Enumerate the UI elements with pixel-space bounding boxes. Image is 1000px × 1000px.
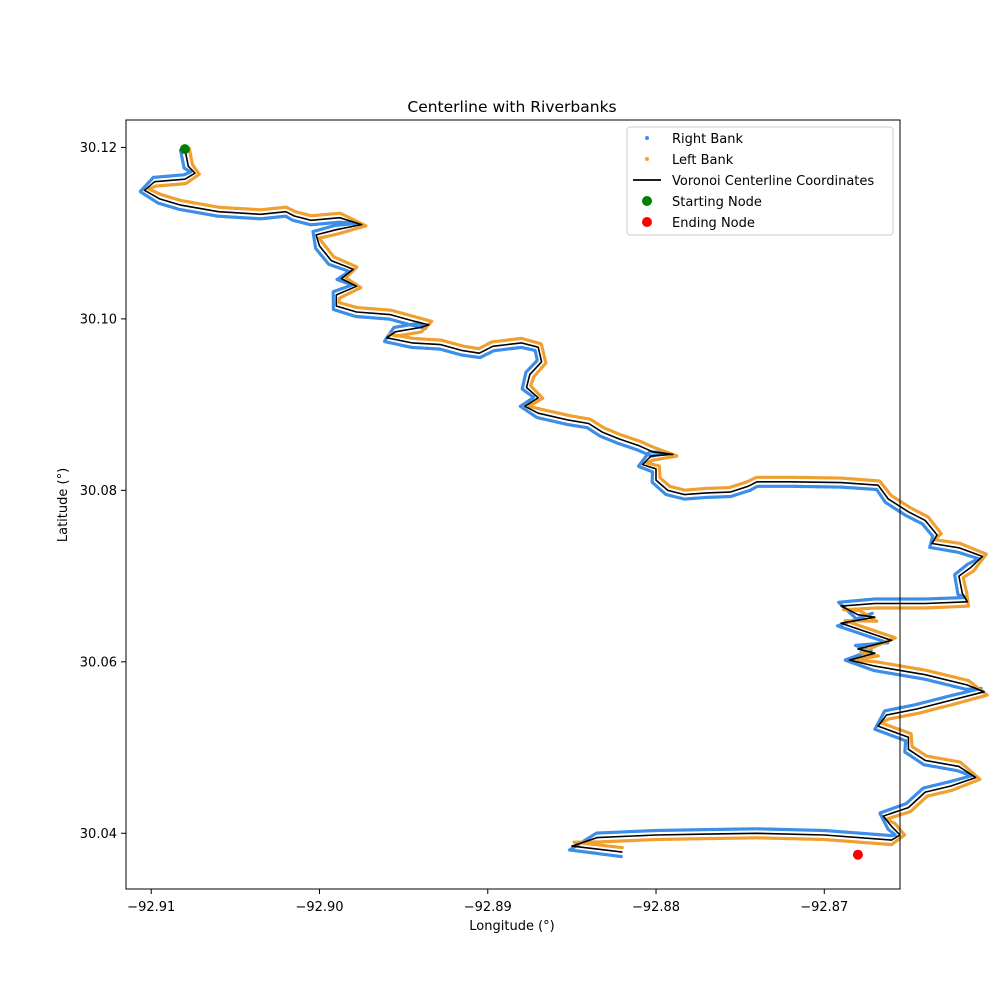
right-bank xyxy=(138,148,983,859)
y-tick-label: 30.10 xyxy=(80,312,117,327)
y-tick-label: 30.06 xyxy=(80,655,117,670)
legend-label: Ending Node xyxy=(672,216,755,231)
ending-node xyxy=(852,849,863,860)
legend-swatch xyxy=(642,196,652,206)
legend-swatch xyxy=(645,157,649,161)
y-axis-ticks: 30.04 30.06 30.08 30.10 30.12 xyxy=(80,141,126,842)
legend-swatch xyxy=(645,136,649,140)
legend-swatch xyxy=(642,217,652,227)
left-bank xyxy=(147,146,989,850)
plot-marks xyxy=(138,144,989,860)
x-tick-label: −92.87 xyxy=(800,900,848,915)
centerline xyxy=(143,148,985,853)
legend-box xyxy=(626,126,894,236)
legend-label: Voronoi Centerline Coordinates xyxy=(672,174,874,189)
y-tick-label: 30.12 xyxy=(80,141,117,156)
legend-label: Right Bank xyxy=(672,132,743,147)
y-tick-label: 30.08 xyxy=(80,484,117,499)
legend-label: Starting Node xyxy=(672,195,762,210)
legend-entries: Right Bank Left Bank Voronoi Centerline Co… xyxy=(633,132,874,231)
x-tick-label: −92.90 xyxy=(295,900,343,915)
x-axis-ticks: −92.91 −92.90 −92.89 −92.88 −92.87 xyxy=(127,889,848,915)
x-tick-label: −92.88 xyxy=(632,900,680,915)
legend: Right Bank Left Bank Voronoi Centerline Co… xyxy=(626,126,894,236)
plot-frame xyxy=(125,119,901,890)
x-tick-label: −92.91 xyxy=(127,900,175,915)
y-axis-label: Latitude (°) xyxy=(56,468,71,542)
x-axis-label: Longitude (°) xyxy=(469,919,554,934)
chart-title: Centerline with Riverbanks xyxy=(407,98,616,116)
legend-label: Left Bank xyxy=(672,153,734,168)
starting-node xyxy=(179,144,190,155)
x-tick-label: −92.89 xyxy=(464,900,512,915)
y-tick-label: 30.04 xyxy=(80,827,117,842)
